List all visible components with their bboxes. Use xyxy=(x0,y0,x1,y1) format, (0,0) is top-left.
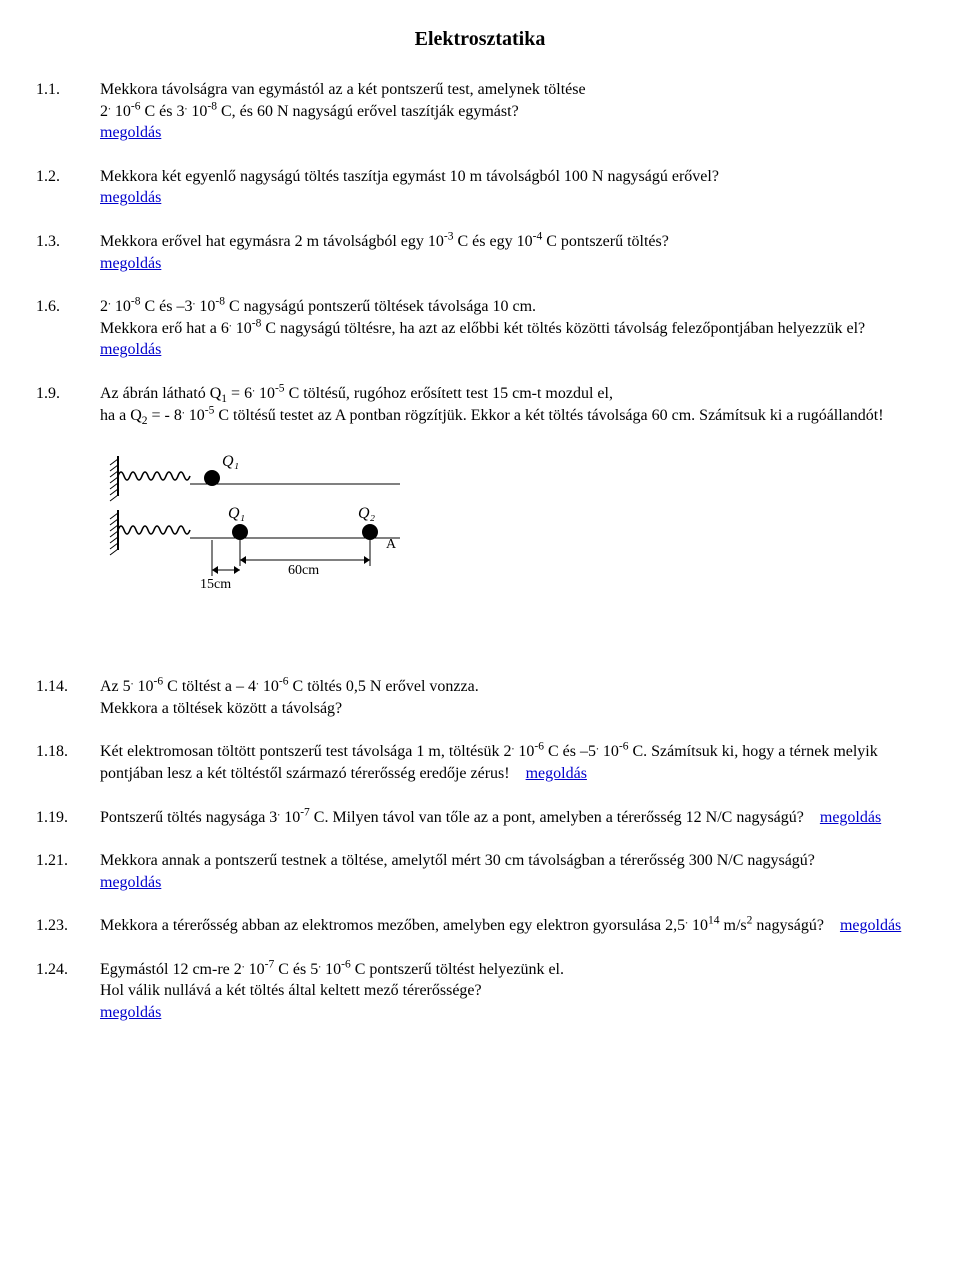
problem-figure: Q₁ Q₁ Q₂ A 15cm 60cm xyxy=(100,448,924,628)
problem-number: 1.23. xyxy=(36,915,100,937)
figure-svg: Q₁ Q₁ Q₂ A 15cm 60cm xyxy=(100,448,440,628)
problem-item: 1.21.Mekkora annak a pontszerű testnek a… xyxy=(36,850,924,893)
problem-number: 1.2. xyxy=(36,166,100,209)
solution-link[interactable]: megoldás xyxy=(100,341,161,358)
svg-text:A: A xyxy=(386,537,397,552)
solution-link[interactable]: megoldás xyxy=(840,917,901,934)
solution-link[interactable]: megoldás xyxy=(100,874,161,891)
problem-number: 1.6. xyxy=(36,296,100,361)
solution-link[interactable]: megoldás xyxy=(820,809,881,826)
problem-text: 2. 10-8 C és –3. 10-8 C nagyságú pontsze… xyxy=(100,296,924,361)
problem-number: 1.19. xyxy=(36,807,100,829)
solution-link[interactable]: megoldás xyxy=(100,255,161,272)
svg-text:15cm: 15cm xyxy=(200,577,231,592)
problem-text: Mekkora annak a pontszerű testnek a tölt… xyxy=(100,850,924,893)
problem-item: 1.1.Mekkora távolságra van egymástól az … xyxy=(36,79,924,144)
problem-text: Mekkora erővel hat egymásra 2 m távolság… xyxy=(100,231,924,274)
problem-item: 1.9.Az ábrán látható Q1 = 6. 10-5 C tölt… xyxy=(36,383,924,426)
problem-number: 1.24. xyxy=(36,959,100,1024)
svg-text:60cm: 60cm xyxy=(288,563,319,578)
problem-text: Az 5. 10-6 C töltést a – 4. 10-6 C tölté… xyxy=(100,676,924,719)
problem-item: 1.24.Egymástól 12 cm-re 2. 10-7 C és 5. … xyxy=(36,959,924,1024)
solution-link[interactable]: megoldás xyxy=(100,124,161,141)
problem-text: Az ábrán látható Q1 = 6. 10-5 C töltésű,… xyxy=(100,383,924,426)
solution-link[interactable]: megoldás xyxy=(526,765,587,782)
svg-text:Q₂: Q₂ xyxy=(358,505,376,522)
problem-number: 1.9. xyxy=(36,383,100,426)
solution-link[interactable]: megoldás xyxy=(100,189,161,206)
problem-item: 1.14.Az 5. 10-6 C töltést a – 4. 10-6 C … xyxy=(36,676,924,719)
problem-item: 1.23.Mekkora a térerősség abban az elekt… xyxy=(36,915,924,937)
problem-number: 1.14. xyxy=(36,676,100,719)
solution-link[interactable]: megoldás xyxy=(100,1004,161,1021)
problem-number: 1.18. xyxy=(36,741,100,784)
problem-item: 1.18.Két elektromosan töltött pontszerű … xyxy=(36,741,924,784)
problem-text: Egymástól 12 cm-re 2. 10-7 C és 5. 10-6 … xyxy=(100,959,924,1024)
svg-text:Q₁: Q₁ xyxy=(222,453,239,470)
problem-item: 1.6.2. 10-8 C és –3. 10-8 C nagyságú pon… xyxy=(36,296,924,361)
problem-item: 1.2.Mekkora két egyenlő nagyságú töltés … xyxy=(36,166,924,209)
problem-number: 1.21. xyxy=(36,850,100,893)
svg-text:Q₁: Q₁ xyxy=(228,505,245,522)
page-title: Elektrosztatika xyxy=(36,28,924,51)
problem-text: Pontszerű töltés nagysága 3. 10-7 C. Mil… xyxy=(100,807,924,829)
problem-text: Mekkora két egyenlő nagyságú töltés tasz… xyxy=(100,166,924,209)
problem-text: Két elektromosan töltött pontszerű test … xyxy=(100,741,924,784)
problem-text: Mekkora távolságra van egymástól az a ké… xyxy=(100,79,924,144)
problem-number: 1.1. xyxy=(36,79,100,144)
problem-number: 1.3. xyxy=(36,231,100,274)
problem-item: 1.3.Mekkora erővel hat egymásra 2 m távo… xyxy=(36,231,924,274)
problem-text: Mekkora a térerősség abban az elektromos… xyxy=(100,915,924,937)
problem-item: 1.19.Pontszerű töltés nagysága 3. 10-7 C… xyxy=(36,807,924,829)
